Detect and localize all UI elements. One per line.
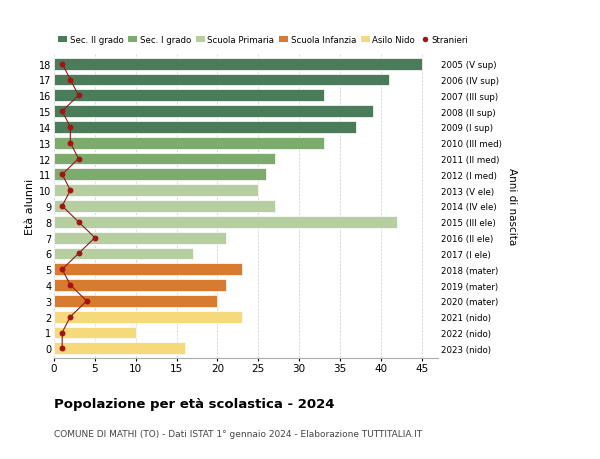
Bar <box>54 280 226 291</box>
Point <box>90 235 100 242</box>
Legend: Sec. II grado, Sec. I grado, Scuola Primaria, Scuola Infanzia, Asilo Nido, Stran: Sec. II grado, Sec. I grado, Scuola Prim… <box>58 36 468 45</box>
Bar <box>54 169 266 181</box>
Bar <box>54 216 397 228</box>
Point <box>82 297 91 305</box>
Point <box>74 156 83 163</box>
Point <box>58 108 67 116</box>
Bar <box>54 138 323 149</box>
Bar <box>54 248 193 260</box>
Point <box>58 171 67 179</box>
Bar <box>54 201 275 213</box>
Point <box>58 329 67 336</box>
Bar <box>54 106 373 118</box>
Point <box>65 313 75 321</box>
Point <box>74 250 83 257</box>
Point <box>74 92 83 100</box>
Bar <box>54 59 422 71</box>
Point <box>58 203 67 210</box>
Point <box>58 266 67 273</box>
Text: Popolazione per età scolastica - 2024: Popolazione per età scolastica - 2024 <box>54 397 335 410</box>
Point <box>65 282 75 289</box>
Bar <box>54 232 226 244</box>
Bar <box>54 295 217 307</box>
Text: COMUNE DI MATHI (TO) - Dati ISTAT 1° gennaio 2024 - Elaborazione TUTTITALIA.IT: COMUNE DI MATHI (TO) - Dati ISTAT 1° gen… <box>54 429 422 438</box>
Point <box>58 345 67 352</box>
Y-axis label: Età alunni: Età alunni <box>25 179 35 235</box>
Bar <box>54 342 185 354</box>
Point <box>58 61 67 68</box>
Point <box>65 140 75 147</box>
Y-axis label: Anni di nascita: Anni di nascita <box>507 168 517 245</box>
Bar <box>54 327 136 339</box>
Bar <box>54 74 389 86</box>
Bar <box>54 153 275 165</box>
Bar <box>54 264 242 275</box>
Bar <box>54 90 323 102</box>
Bar <box>54 122 356 134</box>
Point <box>65 77 75 84</box>
Point <box>74 218 83 226</box>
Point <box>65 124 75 131</box>
Bar <box>54 185 258 197</box>
Point <box>65 187 75 195</box>
Bar <box>54 311 242 323</box>
